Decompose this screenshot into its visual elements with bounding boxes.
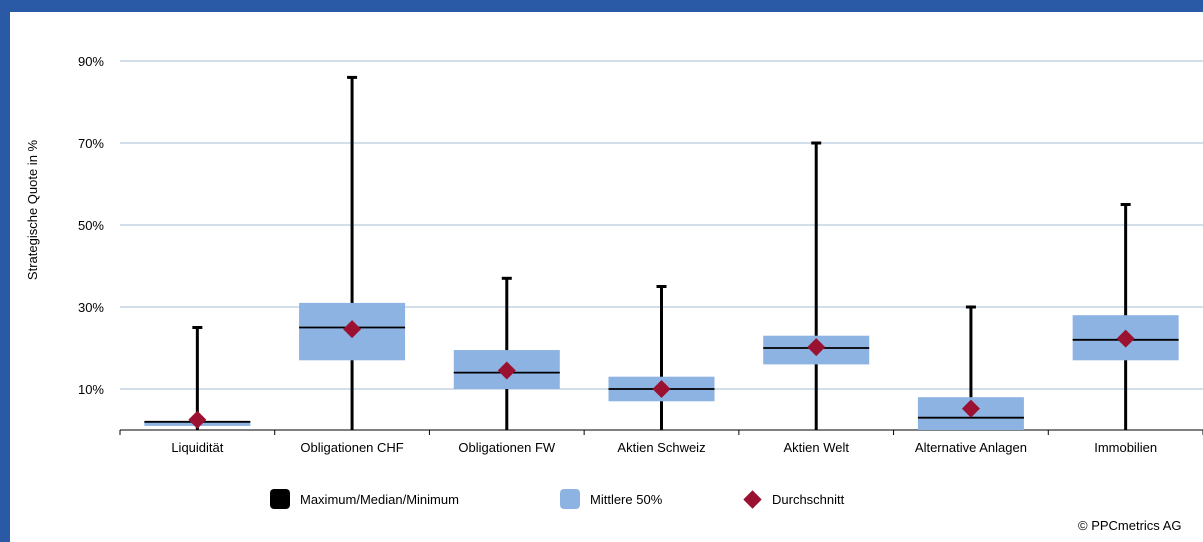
- box-1: [144, 326, 251, 430]
- legend-item-mittlere: Mittlere 50%: [560, 486, 662, 512]
- box-series: [144, 75, 1179, 430]
- y-tick-label: 90%: [78, 54, 104, 69]
- legend-swatch-blue: [560, 489, 580, 509]
- legend-label: Durchschnitt: [772, 491, 845, 507]
- box-3: [453, 276, 560, 430]
- mean-marker: [652, 380, 671, 398]
- mean-marker: [497, 361, 516, 380]
- x-axis-tick-labels: Liquidität Obligationen CHF Obligationen F…: [171, 440, 1157, 455]
- legend-item-maxmedmin: Maximum/Median/Minimum: [270, 486, 459, 512]
- mean-marker: [961, 399, 980, 418]
- copyright-text: © PPCmetrics AG: [1078, 518, 1182, 533]
- mean-marker: [1116, 329, 1135, 348]
- x-tick-label: Aktien Welt: [783, 440, 849, 455]
- window-top-bar: [0, 0, 1203, 12]
- y-axis-label: Strategische Quote in %: [25, 139, 40, 280]
- box-2: [299, 75, 406, 430]
- x-tick-label: Obligationen FW: [458, 440, 556, 455]
- y-axis-tick-labels: 10% 30% 50% 70% 90%: [78, 54, 104, 397]
- mean-marker: [188, 410, 207, 429]
- x-tick-label: Liquidität: [171, 440, 223, 455]
- y-tick-label: 70%: [78, 136, 104, 151]
- legend-swatch-black: [270, 489, 290, 509]
- legend-label: Maximum/Median/Minimum: [300, 491, 459, 507]
- x-tick-label: Immobilien: [1094, 440, 1157, 455]
- mean-marker: [807, 338, 826, 357]
- x-axis: [119, 429, 1203, 435]
- legend-item-durchschnitt: Durchschnitt: [742, 486, 844, 512]
- legend-diamond-icon: [743, 489, 762, 509]
- y-tick-label: 50%: [78, 218, 104, 233]
- box-7: [1072, 203, 1179, 430]
- x-tick-label: Aktien Schweiz: [617, 440, 705, 455]
- box-4: [608, 285, 715, 430]
- window-left-bar: [0, 12, 10, 542]
- y-tick-label: 10%: [78, 382, 104, 397]
- box-6: [917, 305, 1024, 430]
- x-tick-label: Obligationen CHF: [300, 440, 403, 455]
- legend-label: Mittlere 50%: [590, 491, 663, 507]
- mean-marker: [343, 320, 362, 339]
- x-tick-label: Alternative Anlagen: [915, 440, 1027, 455]
- box-5: [763, 141, 870, 430]
- y-tick-label: 30%: [78, 300, 104, 315]
